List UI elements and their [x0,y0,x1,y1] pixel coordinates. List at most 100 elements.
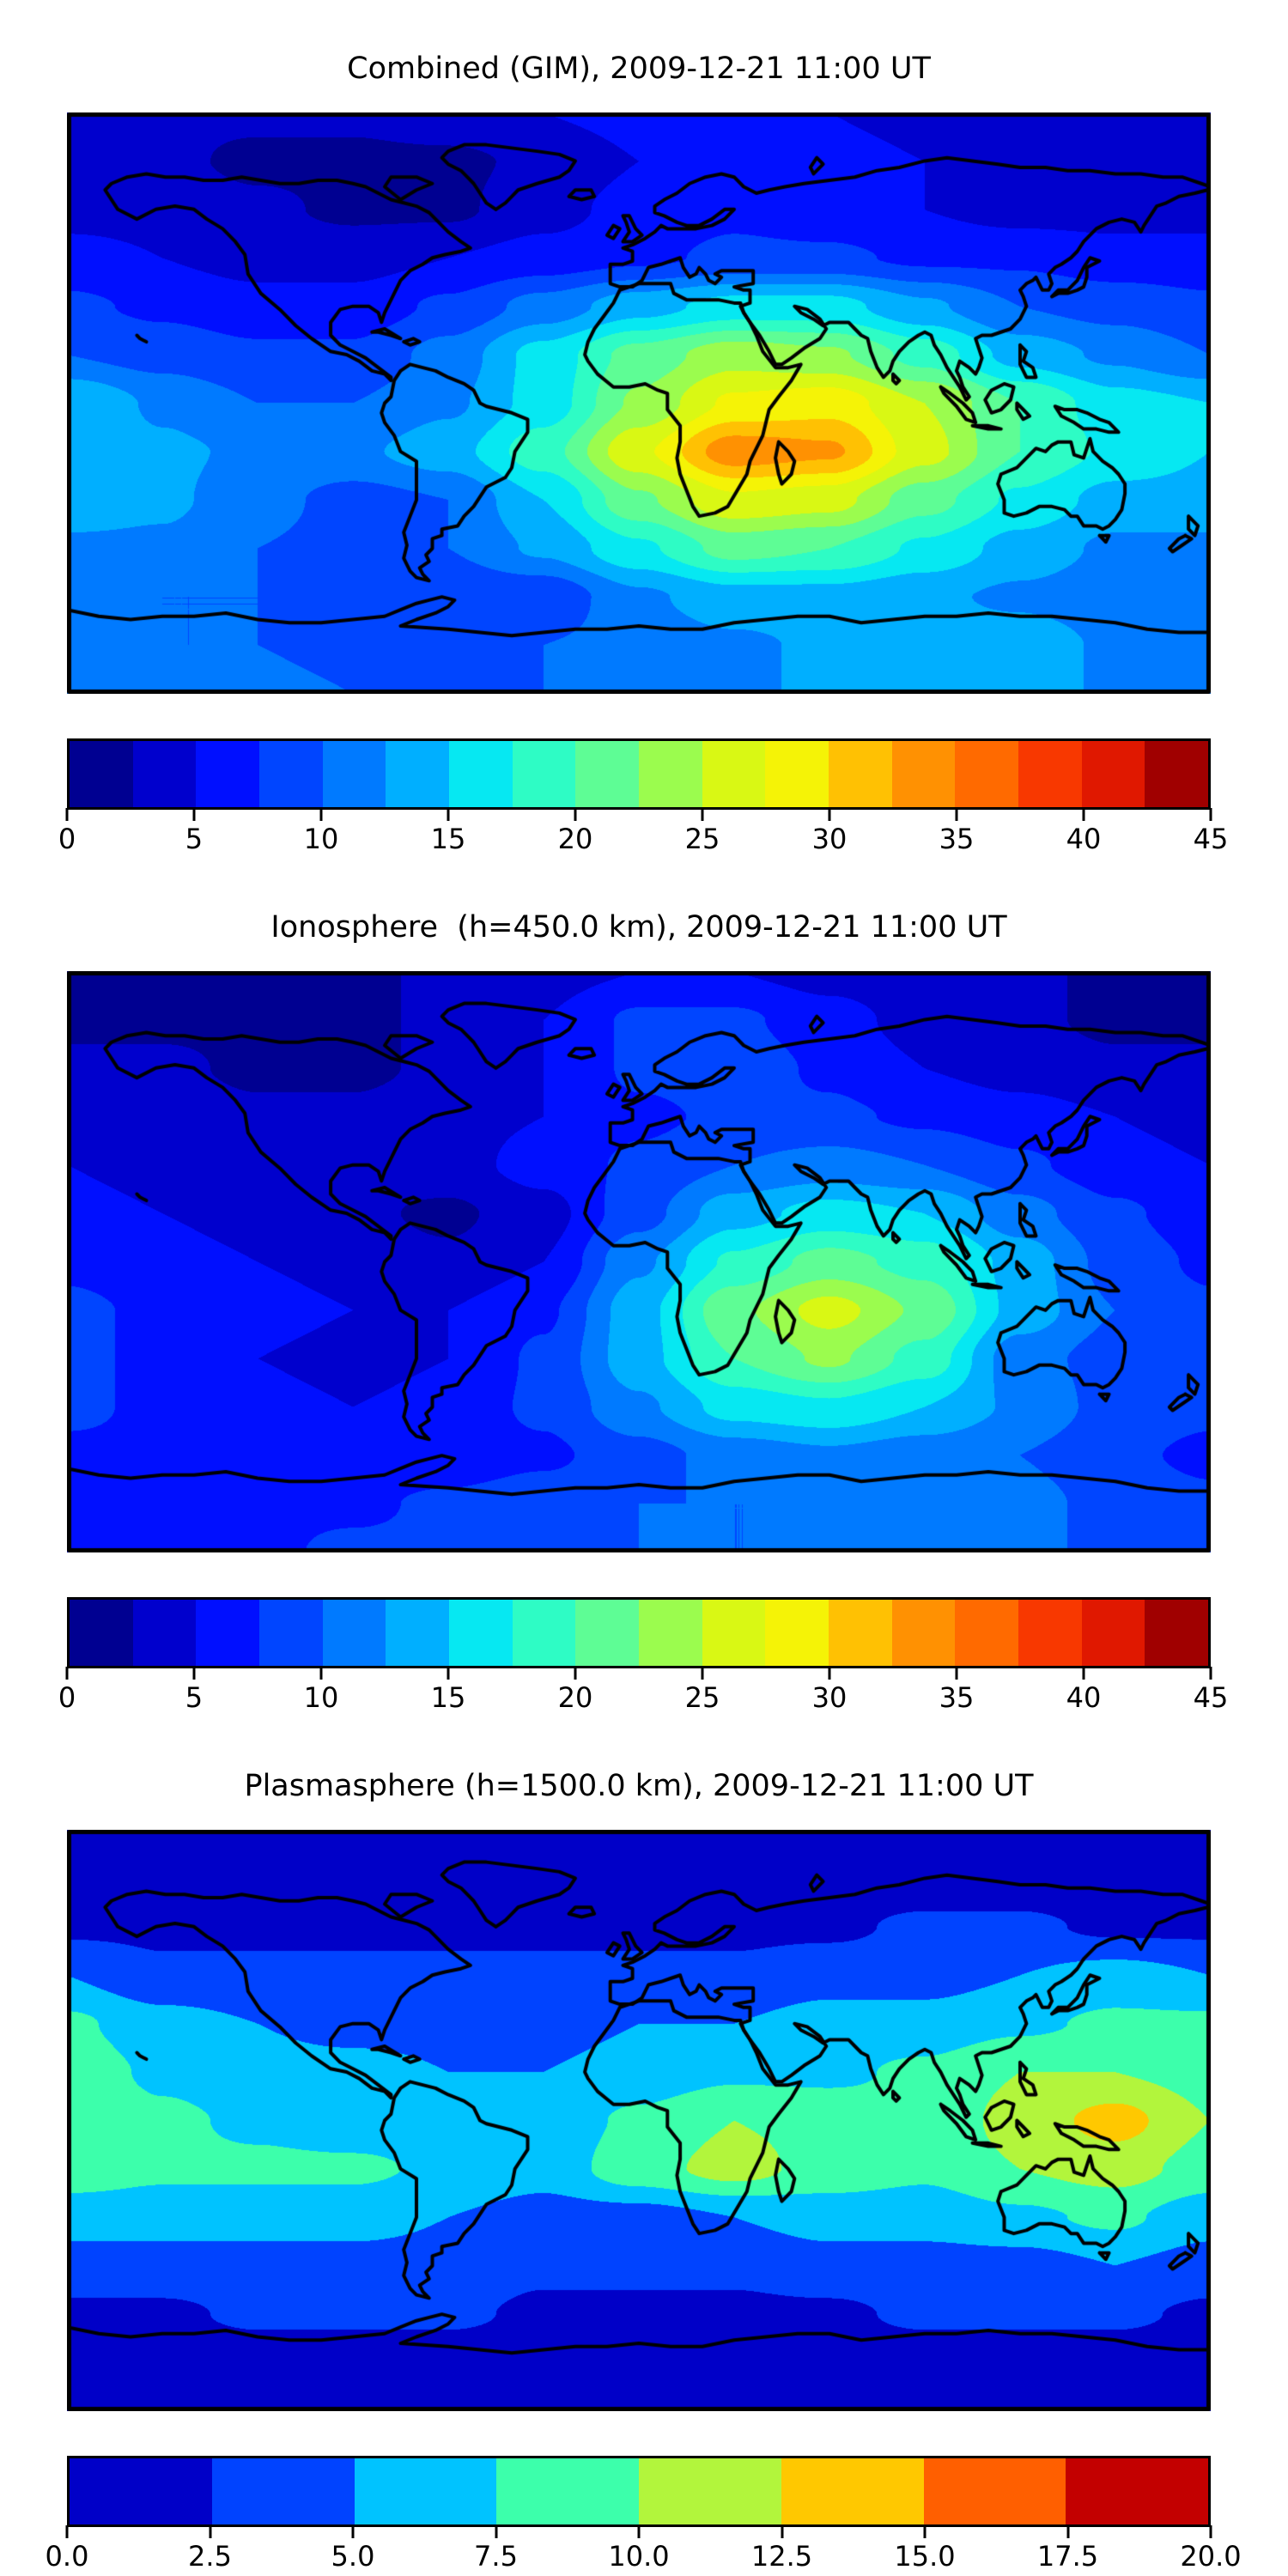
colorbar-tick [209,2525,211,2538]
colorbar-segment [829,1600,892,1666]
colorbar-segment [702,741,766,807]
colorbar-segment [891,741,956,807]
panel-title-combined: Combined (GIM), 2009-12-21 11:00 UT [347,52,931,86]
colorbar-combined [67,738,1211,810]
colorbar-segment [70,741,133,807]
colorbar-tick [1209,808,1212,821]
colorbar-tick-label: 15.0 [894,2540,956,2573]
colorbar-tick-label: 2.5 [188,2540,232,2573]
colorbar-segment [386,1600,450,1666]
map-combined-gim [67,112,1211,694]
colorbar-segment [386,741,450,807]
colorbar-tick [447,808,450,821]
colorbar-segment [211,2458,355,2524]
colorbar-tick [701,808,704,821]
colorbar-tick [781,2525,783,2538]
colorbar-tick-label: 5 [185,823,204,855]
colorbar-tick [1066,2525,1069,2538]
colorbar-plasmasphere [67,2456,1211,2527]
colorbar-tick-label: 15 [430,1681,466,1714]
colorbar-tick-label: 5 [185,1681,204,1714]
colorbar-tick [1209,1667,1212,1680]
colorbar-tick [65,1667,69,1680]
colorbar-segment [891,1600,956,1666]
colorbar-segment [354,2458,497,2524]
colorbar-segment [1145,1600,1209,1666]
colorbar-tick [1209,2525,1212,2538]
colorbar-tick-label: 10 [303,1681,339,1714]
colorbar-segment [955,741,1019,807]
colorbar-tick-label: 17.5 [1036,2540,1099,2573]
colorbar-tick-label: 30 [811,823,848,855]
colorbar-segment [781,2458,924,2524]
colorbar-tick [319,808,323,821]
colorbar-tick [192,1667,196,1680]
colorbar-ticks-ionosphere [65,1667,1212,1680]
colorbar-tick-label: 7.5 [474,2540,518,2573]
colorbar-segment [765,741,829,807]
colorbar-tick-label: 45 [1193,1681,1229,1714]
colorbar-segment [639,1600,702,1666]
colorbar-segment [512,741,576,807]
colorbar-tick-label: 12.5 [750,2540,813,2573]
colorbar-tick [65,808,69,821]
colorbar-tick [701,1667,704,1680]
colorbar-tick [447,1667,450,1680]
colorbar-tick [192,808,196,821]
colorbar-segment [322,741,386,807]
colorbar-tick [319,1667,323,1680]
colorbar-segment [70,2458,212,2524]
colorbar-segment [1066,2458,1208,2524]
colorbar-ticks-combined [65,808,1212,822]
colorbar-tick-label: 40 [1066,823,1102,855]
colorbar-tick [351,2525,355,2538]
colorbar-tick-label: 25 [684,1681,720,1714]
colorbar-tick [955,1667,958,1680]
colorbar-segment [702,1600,766,1666]
colorbar-labels-combined: 0 5 10 15 20 25 30 35 40 45 [58,823,1229,859]
colorbar-ticks-plasmasphere [65,2525,1212,2539]
colorbar-tick-label: 30 [811,1681,848,1714]
colorbar-tick-label: 10.0 [608,2540,670,2573]
colorbar-segment [1018,1600,1082,1666]
colorbar-segment [1145,741,1209,807]
colorbar-segment [259,741,323,807]
colorbar-segment [196,741,260,807]
colorbar-segment [196,1600,260,1666]
colorbar-segment [575,741,640,807]
colorbar-tick [1082,808,1085,821]
colorbar-tick-label: 0 [58,1681,76,1714]
colorbar-segment [955,1600,1019,1666]
colorbar-tick-label: 25 [684,823,720,855]
colorbar-labels-plasmasphere: 0.0 2.5 5.0 7.5 10.0 12.5 15.0 17.5 20.0 [46,2540,1242,2576]
colorbar-segment [1081,1600,1145,1666]
colorbar-tick-label: 20.0 [1180,2540,1242,2573]
colorbar-segment [765,1600,829,1666]
map-plasmasphere [67,1830,1211,2411]
colorbar-tick-label: 40 [1066,1681,1102,1714]
colorbar-ionosphere [67,1597,1211,1668]
panel-combined-gim: Combined (GIM), 2009-12-21 11:00 UT 0 5 10… [0,0,1288,859]
colorbar-segment [322,1600,386,1666]
colorbar-tick-label: 5.0 [331,2540,375,2573]
colorbar-segment [449,741,513,807]
colorbar-tick [1082,1667,1085,1680]
colorbar-segment [132,1600,197,1666]
colorbar-tick [955,808,958,821]
colorbar-tick-label: 45 [1193,823,1229,855]
map-ionosphere [67,971,1211,1552]
colorbar-segment [496,2458,639,2524]
colorbar-segment [1081,741,1145,807]
colorbar-tick-label: 35 [939,823,975,855]
panel-ionosphere: Ionosphere (h=450.0 km), 2009-12-21 11:0… [0,859,1288,1717]
colorbar-segment [575,1600,640,1666]
colorbar-tick [828,1667,831,1680]
colorbar-tick [495,2525,497,2538]
panel-title-plasmasphere: Plasmasphere (h=1500.0 km), 2009-12-21 1… [244,1769,1034,1803]
colorbar-segment [449,1600,513,1666]
colorbar-tick [65,2525,69,2538]
colorbar-segment [132,741,197,807]
colorbar-segment [639,2458,781,2524]
colorbar-labels-ionosphere: 0 5 10 15 20 25 30 35 40 45 [58,1681,1229,1717]
